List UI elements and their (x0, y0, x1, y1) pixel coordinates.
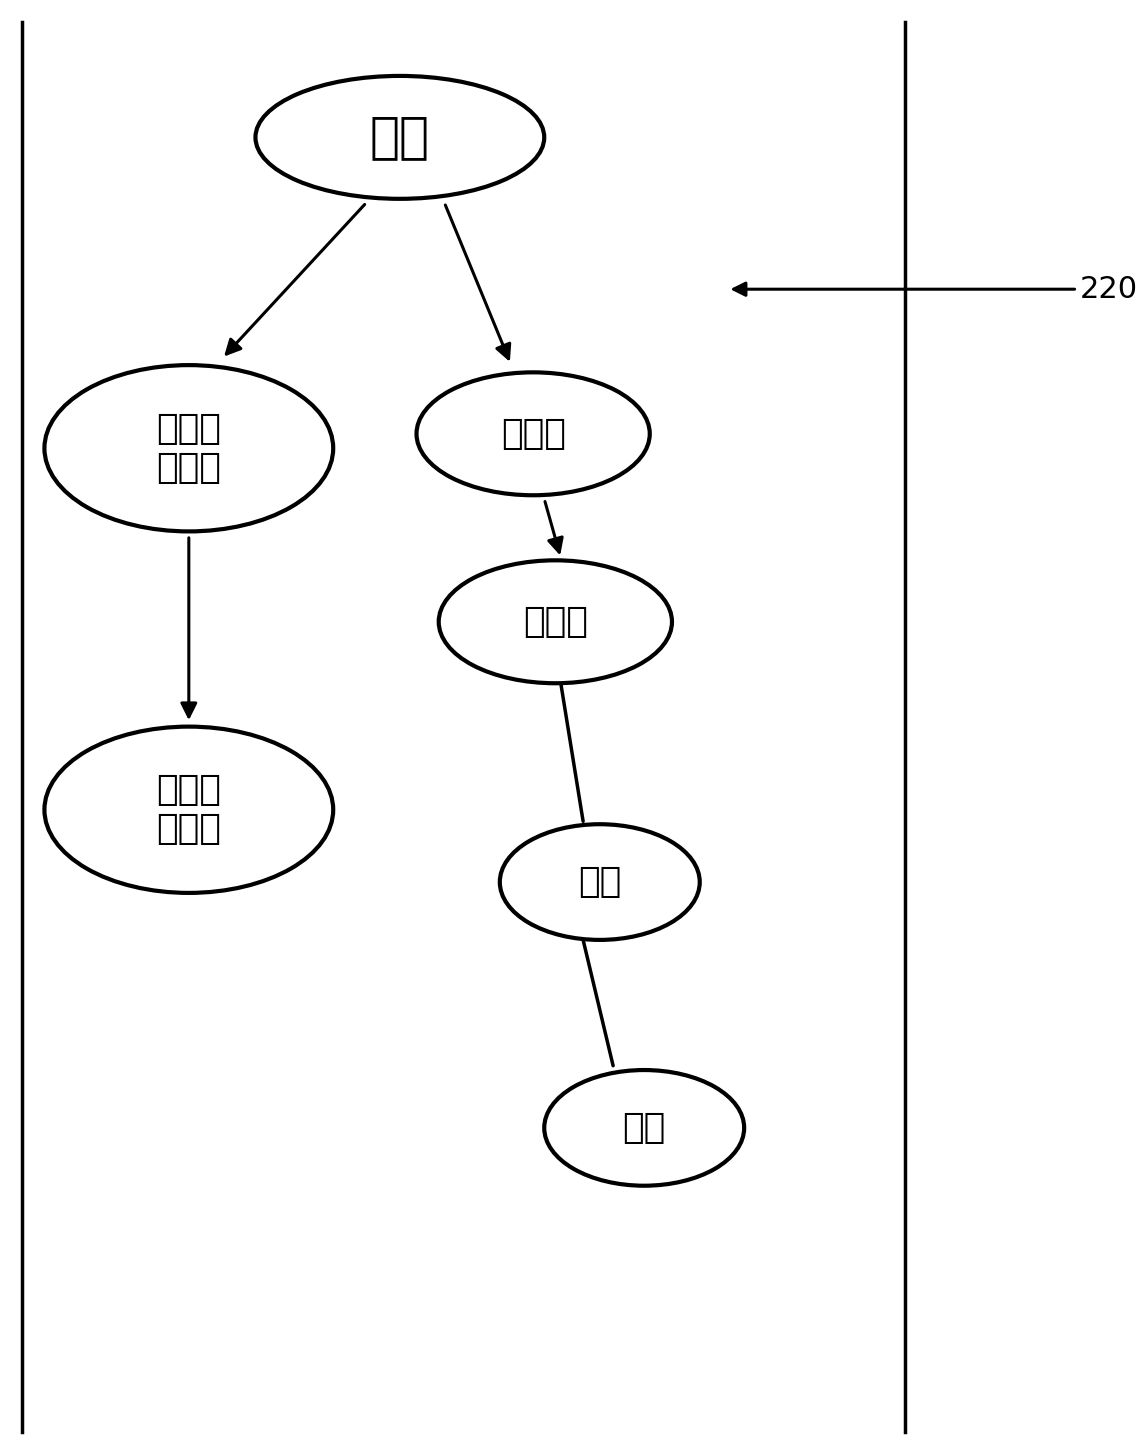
Text: 循环肿
瘤细胞: 循环肿 瘤细胞 (157, 774, 221, 846)
Text: 抗体: 抗体 (578, 865, 621, 899)
Ellipse shape (45, 364, 333, 532)
Text: 样品: 样品 (370, 113, 430, 162)
Text: 循环肿
瘤细胞: 循环肿 瘤细胞 (157, 412, 221, 484)
Text: 220: 220 (1080, 275, 1138, 304)
Ellipse shape (255, 75, 545, 198)
Ellipse shape (45, 726, 333, 892)
Ellipse shape (500, 824, 700, 940)
Ellipse shape (545, 1070, 744, 1186)
Text: 白细胞: 白细胞 (523, 604, 588, 639)
Text: 磁珠: 磁珠 (622, 1111, 666, 1145)
Ellipse shape (416, 372, 650, 495)
Ellipse shape (439, 560, 672, 684)
Text: 白细胞: 白细胞 (501, 416, 565, 451)
